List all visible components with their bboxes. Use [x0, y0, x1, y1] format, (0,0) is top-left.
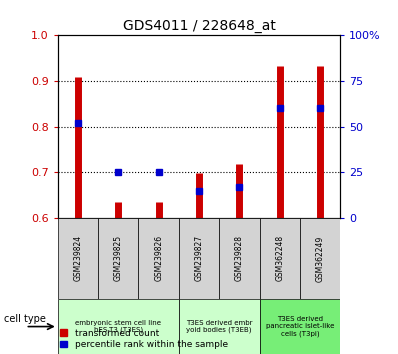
Bar [139, 218, 179, 299]
Bar [259, 218, 300, 299]
Title: GDS4011 / 228648_at: GDS4011 / 228648_at [123, 19, 275, 33]
Text: embryonic stem cell line
hES-T3 (T3ES): embryonic stem cell line hES-T3 (T3ES) [75, 320, 161, 333]
Text: T3ES derived embr
yoid bodies (T3EB): T3ES derived embr yoid bodies (T3EB) [186, 320, 252, 333]
Text: GSM239827: GSM239827 [195, 235, 203, 281]
Text: GSM362249: GSM362249 [316, 235, 325, 281]
Text: GSM239825: GSM239825 [114, 235, 123, 281]
Bar [58, 299, 179, 354]
Bar [300, 218, 340, 299]
Bar [219, 218, 259, 299]
Text: T3ES derived
pancreatic islet-like
cells (T3pi): T3ES derived pancreatic islet-like cells… [266, 316, 334, 337]
Bar [179, 299, 259, 354]
Text: GSM239824: GSM239824 [73, 235, 82, 281]
Bar [98, 218, 139, 299]
Bar [179, 218, 219, 299]
Text: GSM362248: GSM362248 [275, 235, 284, 281]
Text: GSM239826: GSM239826 [154, 235, 163, 281]
Bar [259, 299, 340, 354]
Text: GSM239828: GSM239828 [235, 235, 244, 281]
Text: cell type: cell type [4, 314, 46, 325]
Bar [58, 218, 98, 299]
Legend: transformed count, percentile rank within the sample: transformed count, percentile rank withi… [60, 329, 228, 349]
